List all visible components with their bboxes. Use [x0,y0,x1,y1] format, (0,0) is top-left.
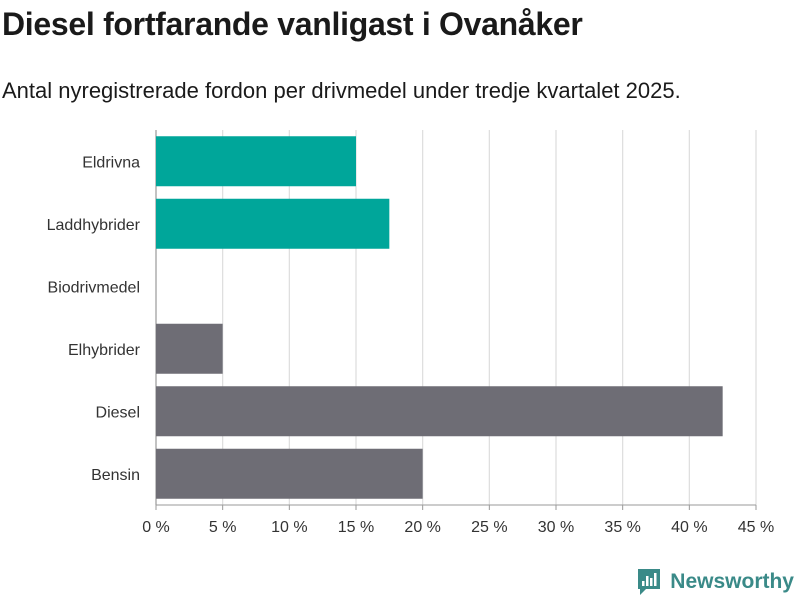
category-label-biodrivmedel: Biodrivmedel [48,279,140,296]
grid-lines [155,130,757,510]
newsworthy-logo-text: Newsworthy [670,570,794,593]
x-tick-label: 0 % [142,519,170,536]
category-label-laddhybrider: Laddhybrider [47,217,141,234]
chart-subtitle: Antal nyregistrerade fordon per drivmede… [2,78,681,103]
category-labels: Eldrivna Laddhybrider Biodrivmedel Elhybrid… [47,154,141,484]
x-tick-label: 40 % [671,519,707,536]
x-tick-label: 15 % [338,519,374,536]
x-tick-label: 5 % [209,519,237,536]
newsworthy-logo-icon [638,569,661,595]
bar-bensin [156,448,423,499]
bar-elhybrider [156,323,223,374]
category-label-diesel: Diesel [96,404,140,421]
x-tick-label: 25 % [471,519,507,536]
category-label-elhybrider: Elhybrider [68,342,141,359]
x-tick-label: 10 % [271,519,307,536]
newsworthy-logo: Newsworthy [636,566,794,598]
bar-chart: Eldrivna Laddhybrider Biodrivmedel Elhybrid… [47,130,774,536]
x-tick-label: 45 % [738,519,774,536]
bar-eldrivna [156,136,356,187]
x-tick-label: 20 % [404,519,440,536]
category-label-bensin: Bensin [91,467,140,484]
x-tick-label: 35 % [604,519,640,536]
category-label-eldrivna: Eldrivna [82,154,140,171]
x-tick-label: 30 % [538,519,574,536]
bar-laddhybrider [156,198,390,249]
bars [156,136,723,499]
chart-title: Diesel fortfarande vanligast i Ovanåker [2,6,583,42]
bar-diesel [156,386,723,437]
tick-labels: 0 % 5 % 10 % 15 % 20 % 25 % 30 % 35 % 40 % 45 % [142,519,774,536]
